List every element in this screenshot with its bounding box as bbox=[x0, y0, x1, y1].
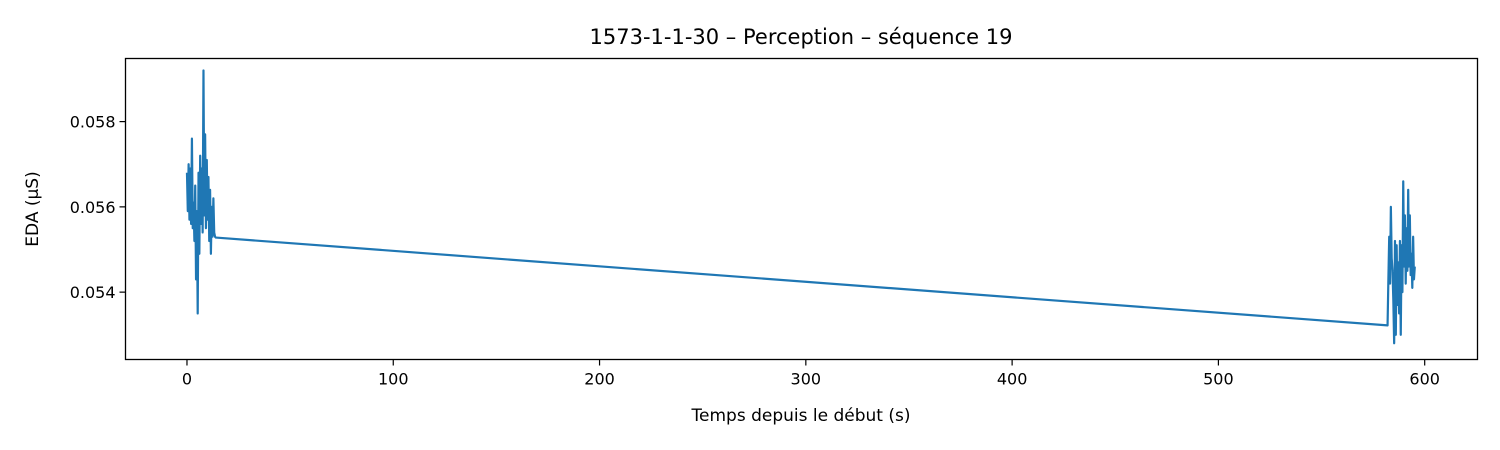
plot-area bbox=[185, 69, 1416, 345]
y-tick-label: 0.056 bbox=[70, 198, 116, 217]
x-tick-label: 400 bbox=[997, 370, 1028, 389]
series-line-0 bbox=[185, 69, 1416, 345]
x-tick-label: 500 bbox=[1203, 370, 1234, 389]
x-axis-label: Temps depuis le début (s) bbox=[691, 406, 911, 426]
x-tick-label: 100 bbox=[378, 370, 409, 389]
chart-title: 1573-1-1-30 – Perception – séquence 19 bbox=[590, 25, 1013, 49]
y-tick-label: 0.054 bbox=[70, 283, 116, 302]
y-axis: 0.054 0.056 0.058 bbox=[70, 113, 126, 302]
x-axis: 0 100 200 300 400 500 600 bbox=[182, 359, 1440, 389]
axes-frame bbox=[124, 57, 1479, 361]
x-tick-label: 0 bbox=[182, 370, 192, 389]
x-tick-label: 300 bbox=[791, 370, 822, 389]
x-tick-label: 600 bbox=[1409, 370, 1440, 389]
y-tick-label: 0.058 bbox=[70, 113, 116, 132]
x-tick-label: 200 bbox=[584, 370, 615, 389]
y-axis-label: EDA (µS) bbox=[23, 171, 43, 246]
